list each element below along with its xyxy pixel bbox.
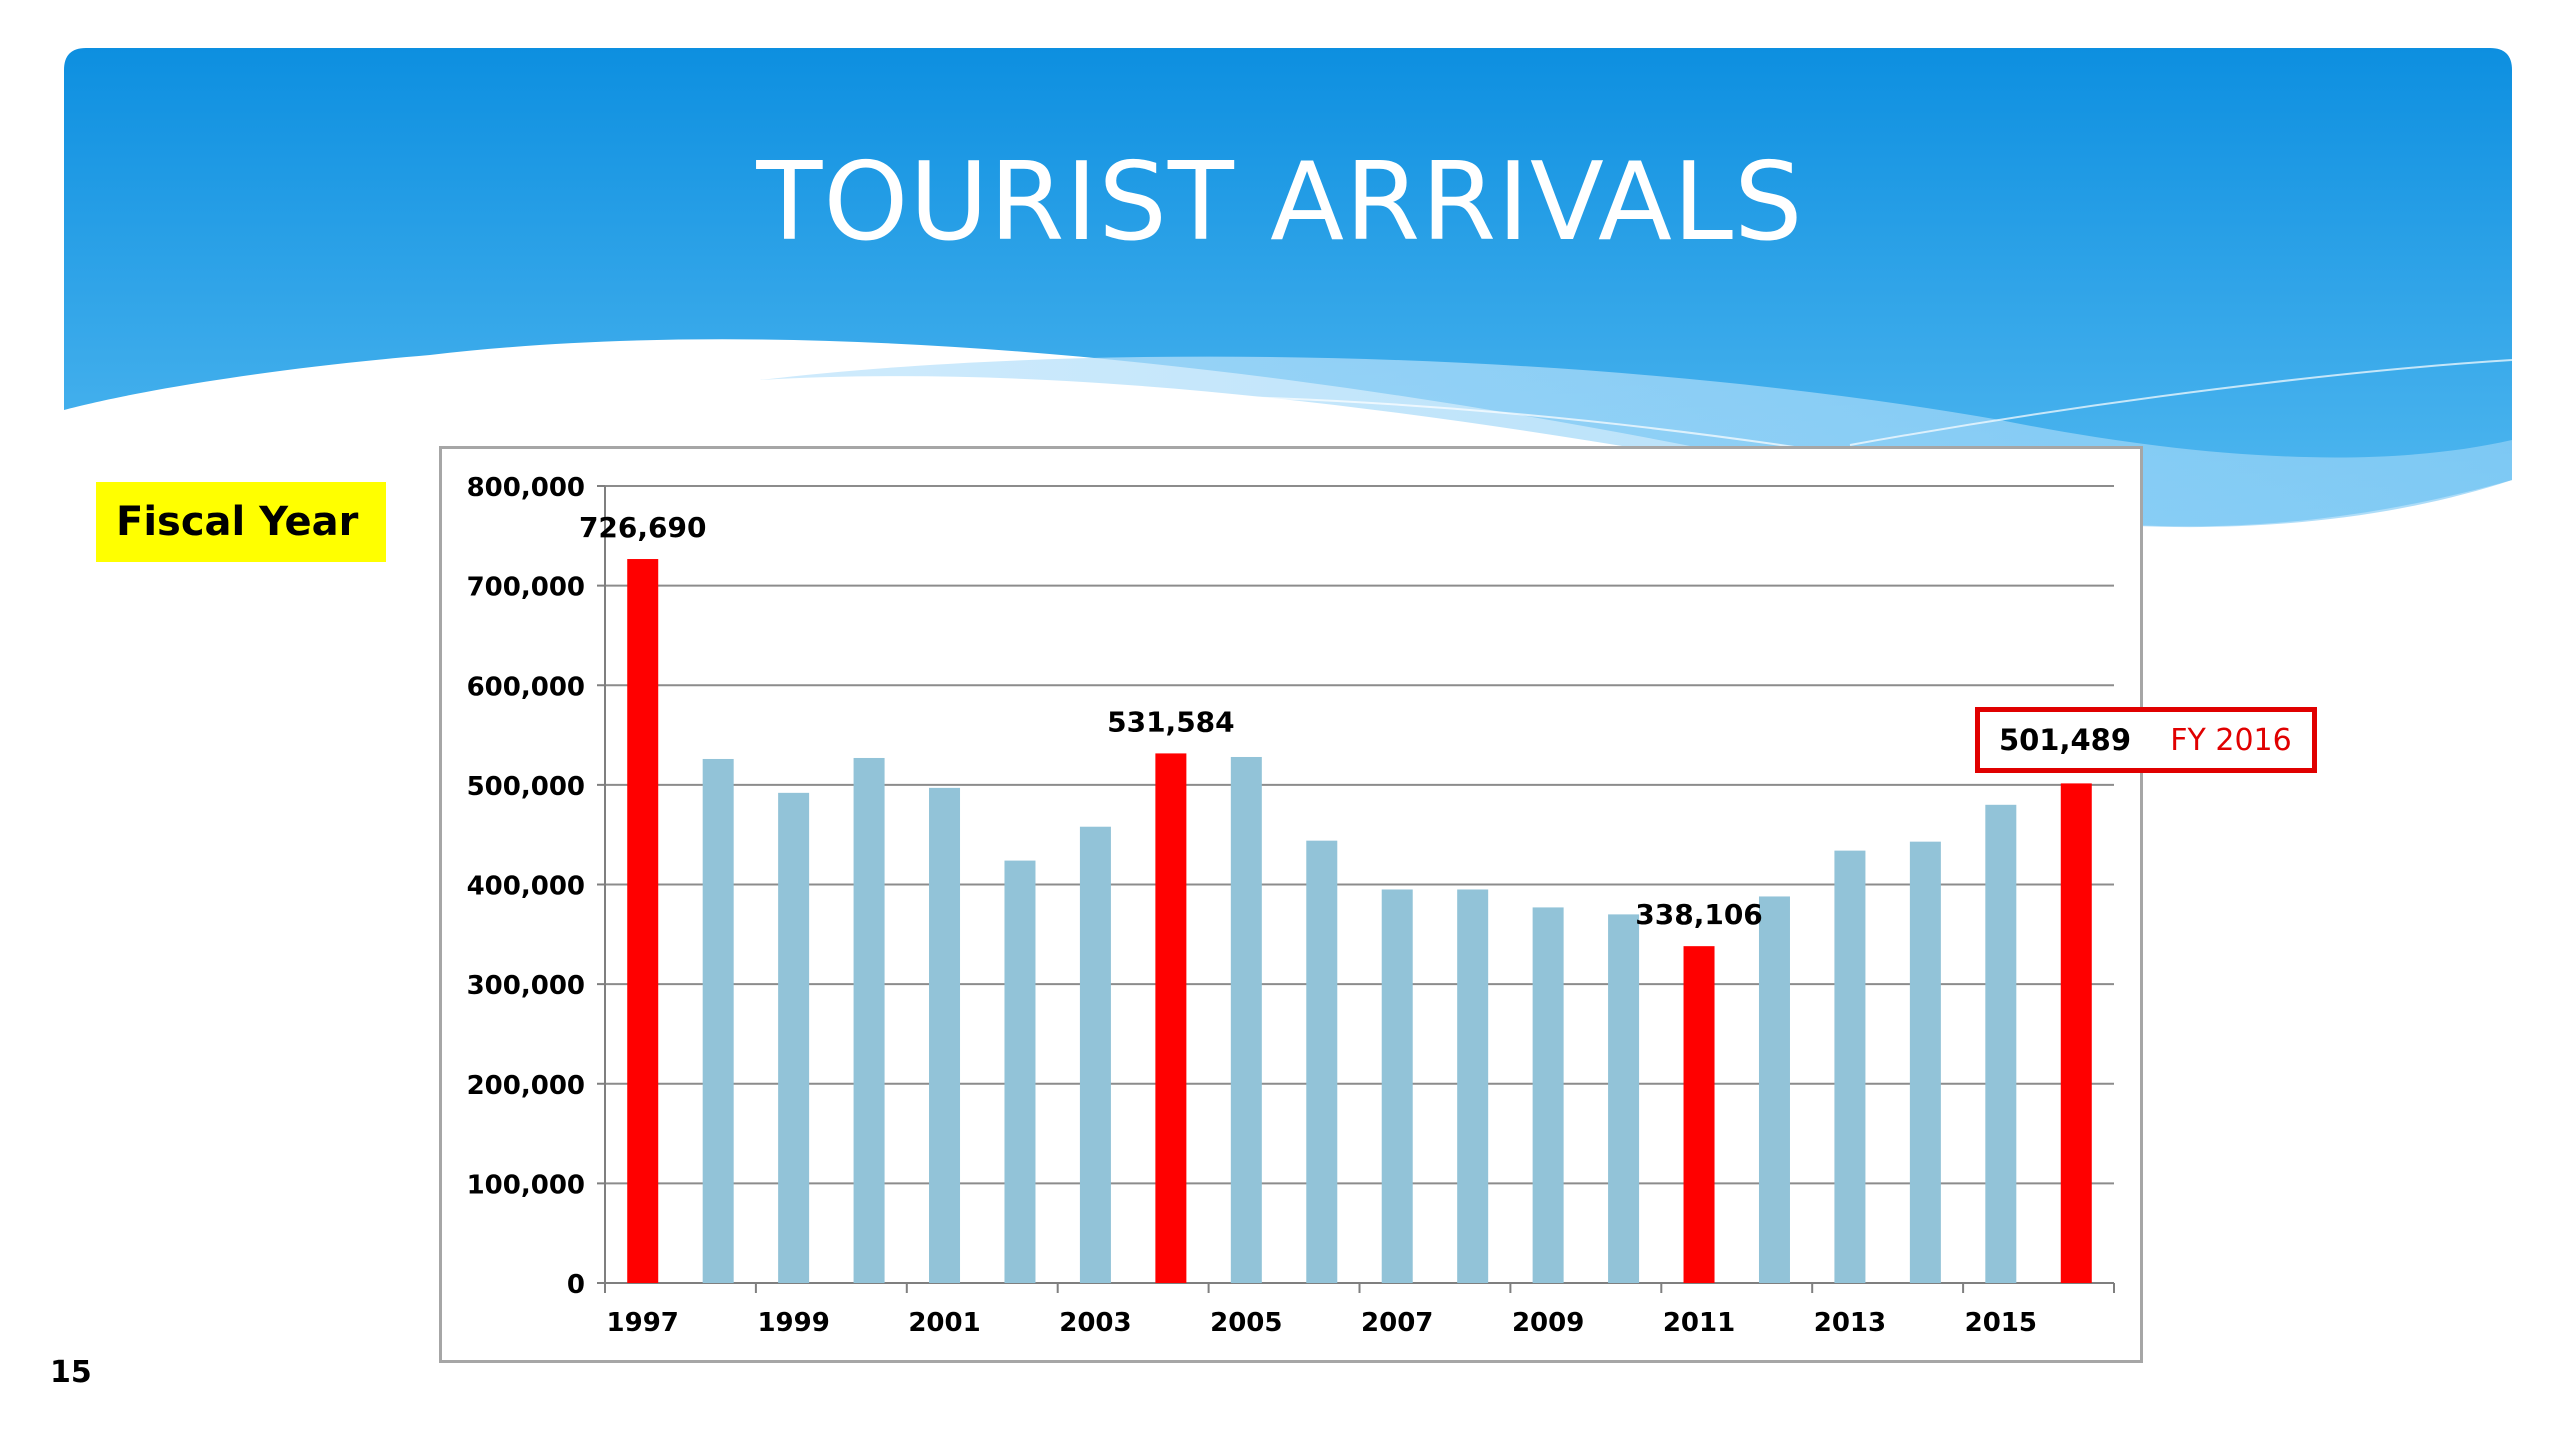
bar-2000 <box>853 757 885 1283</box>
x-tick-label: 2005 <box>1210 1308 1282 1338</box>
y-tick-label: 600,000 <box>467 672 585 702</box>
callout-label: FY 2016 <box>2170 722 2292 758</box>
x-tick-label: 2013 <box>1814 1308 1886 1338</box>
bar-2001 <box>929 787 961 1283</box>
bar-2009 <box>1532 907 1564 1283</box>
bar-2011 <box>1683 946 1715 1283</box>
bar-2015 <box>1985 804 2017 1283</box>
x-tick-label: 2011 <box>1663 1308 1735 1338</box>
x-tick-label: 2007 <box>1361 1308 1433 1338</box>
bar-2014 <box>1909 841 1941 1283</box>
bar-2004 <box>1155 753 1187 1283</box>
y-tick-label: 800,000 <box>467 473 585 503</box>
fy2016-callout: 501,489 FY 2016 <box>1975 707 2317 773</box>
y-tick-label: 500,000 <box>467 772 585 802</box>
x-tick-label: 2009 <box>1512 1308 1584 1338</box>
page-number: 15 <box>50 1355 92 1390</box>
slide-title: TOURIST ARRIVALS <box>756 140 1804 265</box>
bar-2016 <box>2060 783 2092 1283</box>
x-tick-label: 2003 <box>1059 1308 1131 1338</box>
bar-2010 <box>1608 914 1640 1283</box>
x-tick-label: 2001 <box>908 1308 980 1338</box>
bar-2013 <box>1834 850 1866 1283</box>
bar-2003 <box>1079 826 1111 1283</box>
bar-2005 <box>1230 756 1262 1283</box>
bar-2008 <box>1457 889 1489 1283</box>
fiscal-year-label: Fiscal Year <box>96 482 386 562</box>
y-tick-label: 100,000 <box>467 1170 585 1200</box>
x-tick-label: 1999 <box>757 1308 829 1338</box>
y-tick-label: 700,000 <box>467 573 585 603</box>
bar-1998 <box>702 758 734 1283</box>
data-label-1997: 726,690 <box>579 511 707 544</box>
bar-2006 <box>1306 840 1338 1283</box>
data-label-2011: 338,106 <box>1635 898 1763 931</box>
x-tick-label: 1997 <box>607 1308 679 1338</box>
bar-1999 <box>778 792 810 1283</box>
y-tick-label: 0 <box>567 1270 585 1300</box>
bar-2002 <box>1004 860 1036 1283</box>
chart-frame: 0 100,000 200,000 300,000 400,000 500,000 600,… <box>439 446 2143 1363</box>
bar-1997 <box>627 559 659 1283</box>
y-tick-label: 300,000 <box>467 971 585 1001</box>
y-tick-label: 200,000 <box>467 1071 585 1101</box>
bar-2007 <box>1381 889 1413 1283</box>
data-label-2004: 531,584 <box>1107 705 1235 738</box>
bar-2012 <box>1758 896 1790 1283</box>
y-tick-label: 400,000 <box>467 872 585 902</box>
x-tick-label: 2015 <box>1965 1308 2037 1338</box>
callout-value: 501,489 <box>1998 723 2132 757</box>
bar-chart: 0 100,000 200,000 300,000 400,000 500,000 600,… <box>467 473 2115 1338</box>
